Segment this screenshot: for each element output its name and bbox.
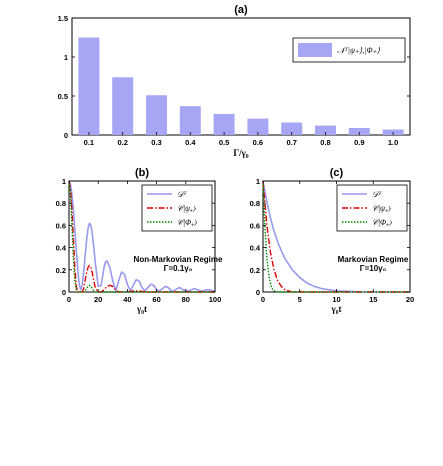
xlabel-c: γ₀t: [331, 304, 342, 314]
xlabel-a: Γ/γ₀: [233, 148, 248, 158]
xtick-label-a: 0.2: [117, 138, 127, 147]
xtick-label-c: 20: [406, 295, 414, 304]
legend-label-b-1: 𝒞|ψ₊⟩: [177, 204, 196, 213]
xtick-label-a: 0.3: [151, 138, 161, 147]
panel-b: (b) 0 0.2 0.4 0.6 0.8 1 0 20 40 60 80 100 γ₀t 𝒟ᵀ 𝒞|ψ₊⟩ 𝒞…: [56, 167, 223, 314]
ytick-label-c: 1: [256, 177, 260, 186]
ytick-label-b: 0.2: [56, 266, 66, 275]
bar-0.6: [247, 118, 269, 135]
xtick-label-b: 0: [67, 295, 71, 304]
ytick-label-c: 0.6: [250, 221, 260, 230]
xtick-label-c: 10: [332, 295, 340, 304]
xtick-label-b: 20: [94, 295, 102, 304]
xtick-label-a: 1.0: [388, 138, 398, 147]
ytick-label-c: 0: [256, 288, 260, 297]
ytick-label-b: 0.6: [56, 221, 66, 230]
xtick-label-b: 40: [123, 295, 131, 304]
legend-label-a: 𝒩ᵀ|ψ₊⟩,|Φ₊⟩: [337, 46, 381, 55]
bar-0.3: [146, 95, 167, 135]
bar-0.2: [112, 77, 134, 135]
legend-label-b-2: 𝒞|Φ₊⟩: [177, 218, 197, 227]
legend-label-b-0: 𝒟ᵀ: [177, 190, 187, 199]
xtick-label-a: 0.5: [219, 138, 229, 147]
ytick-label-c: 0.2: [250, 266, 260, 275]
xtick-label-b: 100: [209, 295, 222, 304]
legend-c: [336, 184, 408, 232]
panel-label-b: (b): [135, 167, 149, 179]
panel-a: (a) 0 0.5 1 1.5 0.1 0.2 0.3 0.4 0.5 0.6 0.7 0.8 0.9 1.…: [58, 4, 411, 158]
bar-0.7: [281, 122, 303, 135]
ytick-label-b: 0: [62, 288, 66, 297]
xtick-label-a: 0.6: [253, 138, 263, 147]
ytick-label-a: 0.5: [58, 92, 68, 101]
xtick-label-c: 0: [261, 295, 265, 304]
ytick-label-c: 0.4: [250, 244, 261, 253]
ytick-label-a: 1.5: [58, 14, 68, 23]
ytick-label-a: 0: [64, 131, 68, 140]
annotation-c: Γ=10γ₀: [360, 264, 387, 273]
bar-0.1: [78, 37, 100, 135]
bar-0.5: [213, 113, 235, 135]
xtick-label-c: 5: [298, 295, 302, 304]
bar-0.4: [179, 106, 201, 135]
ytick-label-c: 0.8: [250, 199, 260, 208]
bar-0.9: [348, 127, 370, 135]
annotation-b: Non-Markovian Regime: [134, 255, 223, 264]
xtick-label-b: 60: [152, 295, 160, 304]
ytick-label-a: 1: [64, 53, 68, 62]
xtick-label-a: 0.1: [84, 138, 94, 147]
annotation-b: Γ=0.1γ₀: [164, 264, 193, 273]
ytick-label-b: 0.4: [56, 244, 67, 253]
ytick-label-b: 0.8: [56, 199, 66, 208]
xtick-label-a: 0.4: [185, 138, 196, 147]
bar-0.8: [315, 125, 336, 135]
xtick-label-c: 15: [369, 295, 377, 304]
xtick-label-a: 0.7: [286, 138, 296, 147]
xtick-label-a: 0.9: [354, 138, 364, 147]
ytick-label-b: 1: [62, 177, 66, 186]
legend-label-c-1: 𝒞|ψ₊⟩: [372, 204, 391, 213]
annotation-c: Markovian Regime: [338, 255, 409, 264]
xlabel-b: γ₀t: [136, 304, 147, 314]
legend-b: [141, 184, 213, 232]
series-line-c-0: [262, 180, 410, 293]
legend-label-c-0: 𝒟ᵀ: [372, 190, 382, 199]
xtick-label-a: 0.8: [320, 138, 330, 147]
xtick-label-b: 80: [182, 295, 190, 304]
panel-label-c: (c): [330, 167, 344, 179]
panel-c: (c)00.20.40.60.810 5 10 15 20γ₀t𝒟ᵀ𝒞|ψ₊⟩𝒞|Φ₊⟩…: [250, 167, 415, 314]
panel-label-a: (a): [234, 4, 248, 16]
legend-label-c-2: 𝒞|Φ₊⟩: [372, 218, 392, 227]
legend-swatch-a: [298, 43, 332, 57]
series-line-c-2: [262, 180, 410, 293]
